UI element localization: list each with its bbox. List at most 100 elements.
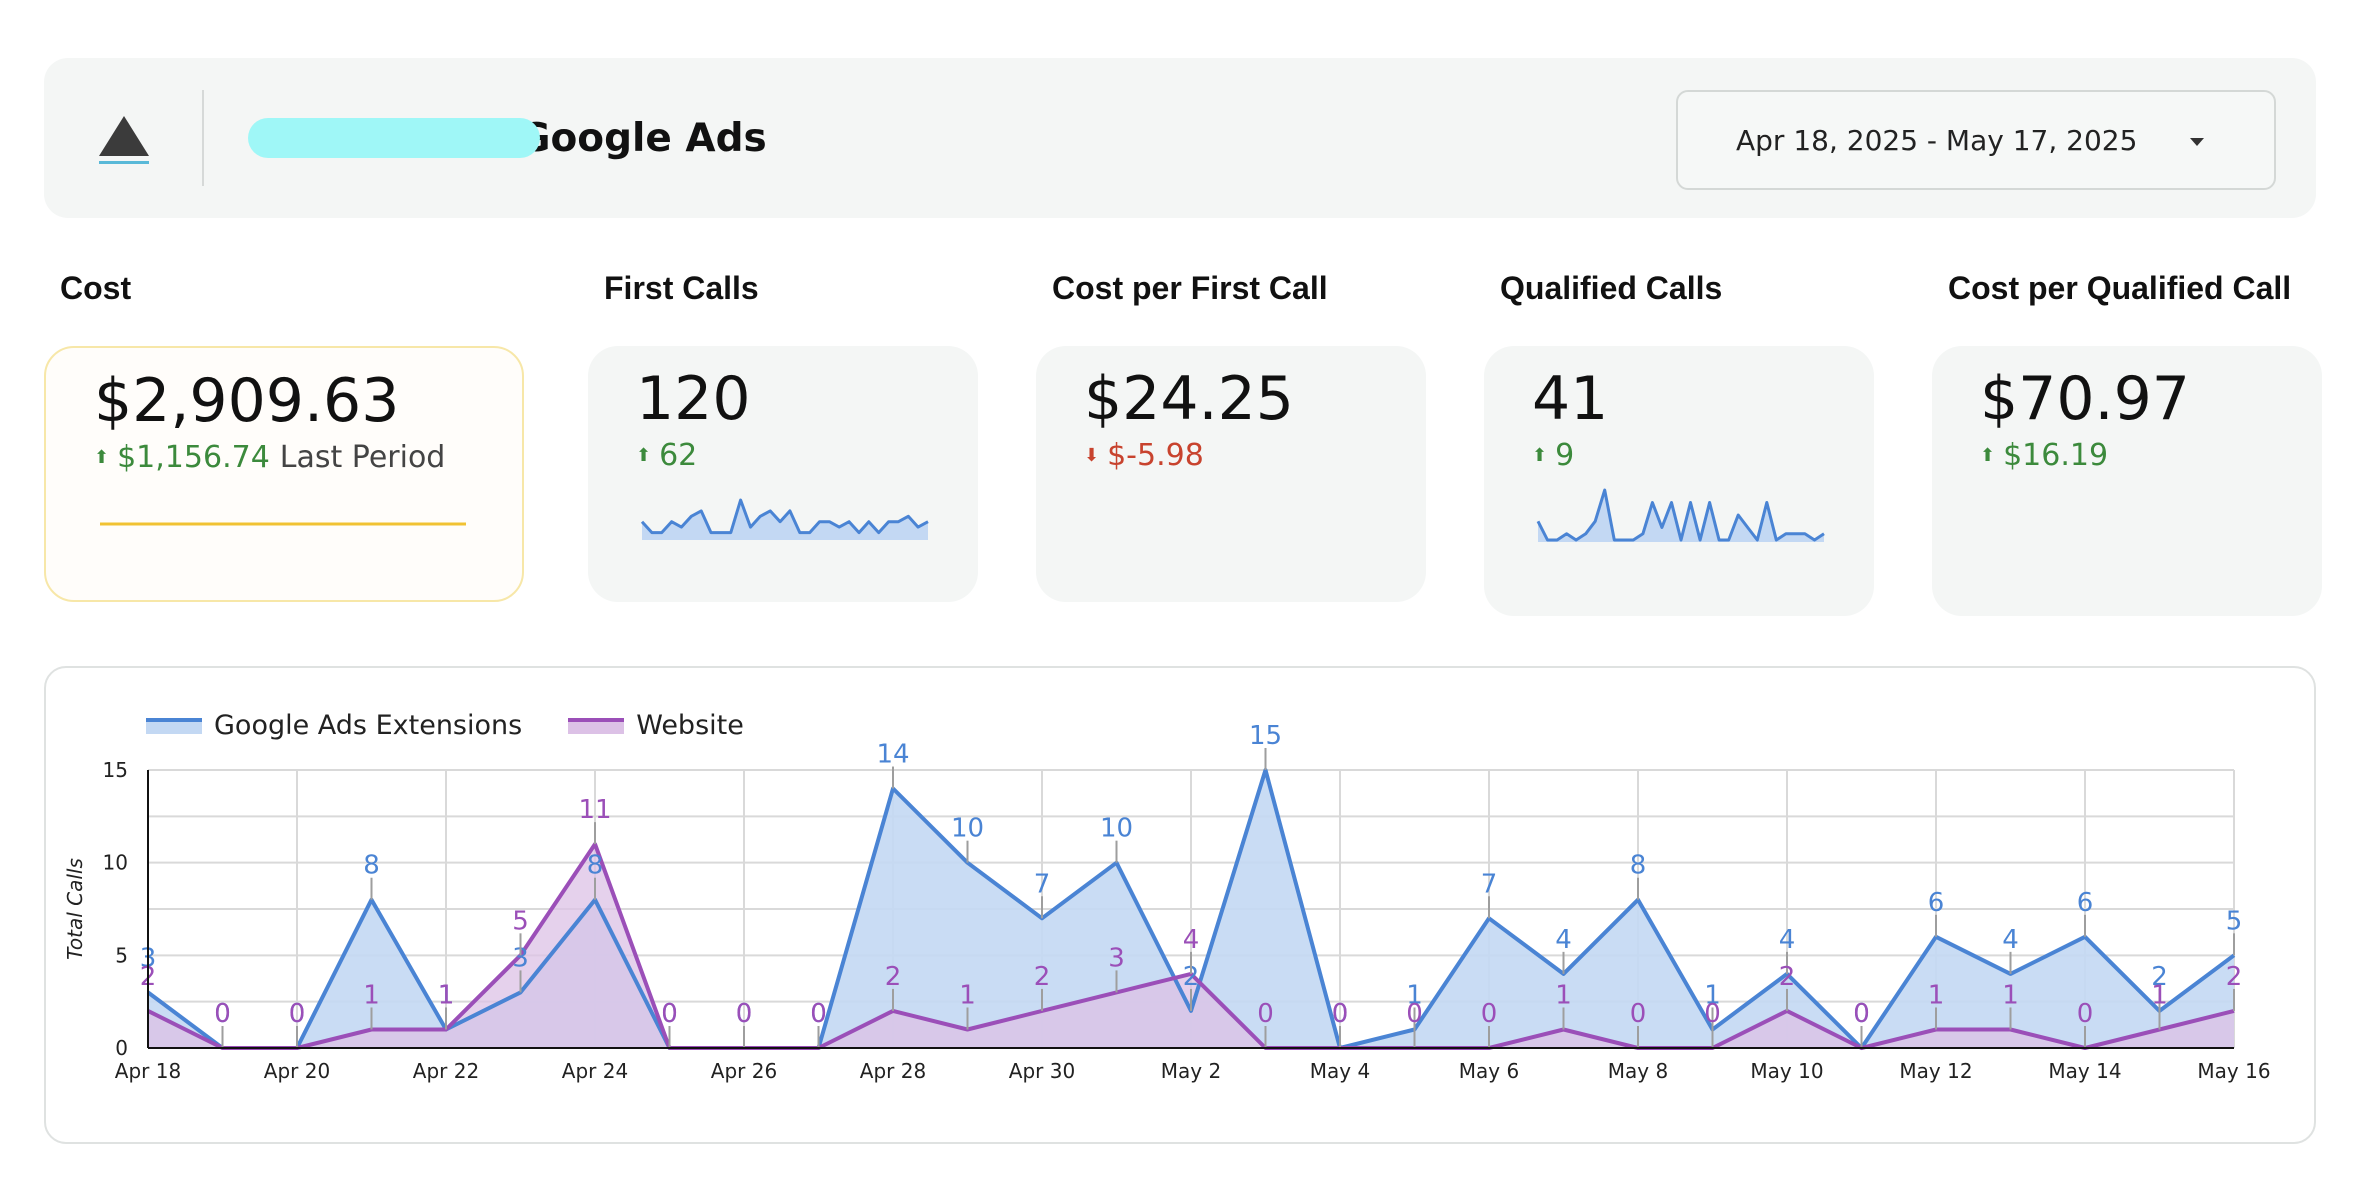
data-label: 3 xyxy=(1108,943,1125,973)
kpi-delta-first-calls: ⬆ 62 xyxy=(636,438,697,473)
data-label: 0 xyxy=(810,999,827,1029)
data-label: 1 xyxy=(2151,980,2168,1010)
x-tick-label: May 16 xyxy=(2197,1059,2270,1083)
data-label: 0 xyxy=(1853,999,1870,1029)
kpi-value-cost: $2,909.63 xyxy=(94,366,400,436)
data-label: 0 xyxy=(1332,999,1349,1029)
data-label: 0 xyxy=(1481,999,1498,1029)
data-label: 0 xyxy=(214,999,231,1029)
redacted-account-name xyxy=(248,118,540,158)
data-label: 1 xyxy=(363,980,380,1010)
data-label: 10 xyxy=(1100,814,1133,844)
data-label: 5 xyxy=(2226,906,2243,936)
kpi-label-qualified-calls: Qualified Calls xyxy=(1500,270,1723,306)
y-axis-label: Total Calls xyxy=(63,858,87,960)
data-label: 2 xyxy=(1183,962,1200,992)
kpi-delta-value: 62 xyxy=(659,438,698,473)
data-label: 5 xyxy=(512,906,529,936)
data-label: 4 xyxy=(1183,925,1200,955)
sparkline-first-calls xyxy=(640,498,929,540)
legend-swatch-blue xyxy=(146,717,202,734)
legend-item-google-ads-extensions[interactable]: Google Ads Extensions xyxy=(146,710,522,741)
calls-chart-card: Google Ads Extensions Website 3 0 0 8 1 3 8 0 0 0… xyxy=(44,666,2316,1144)
kpi-label-cost-per-first-call: Cost per First Call xyxy=(1052,270,1328,306)
data-label: 11 xyxy=(578,795,611,825)
kpi-delta-value: 9 xyxy=(1555,438,1575,473)
data-label: 2 xyxy=(2226,962,2243,992)
x-tick-label: Apr 20 xyxy=(264,1059,330,1083)
x-tick-label: Apr 26 xyxy=(711,1059,777,1083)
data-label: 1 xyxy=(1406,980,1423,1010)
x-tick-label: May 12 xyxy=(1899,1059,1972,1083)
sparkline-first-calls-area xyxy=(642,500,928,540)
y-tick-label: 0 xyxy=(115,1036,128,1060)
kpi-delta-cost: ⬆ $1,156.74 Last Period xyxy=(94,440,445,475)
data-label: 8 xyxy=(1630,851,1647,881)
data-label: 7 xyxy=(1034,869,1051,899)
kpi-delta-value: $1,156.74 xyxy=(117,440,270,475)
legend-item-website[interactable]: Website xyxy=(568,710,744,741)
arrow-up-icon: ⬆ xyxy=(94,447,110,468)
kpi-delta-cost-per-first-call: ⬇ $-5.98 xyxy=(1084,438,1204,473)
data-label: 7 xyxy=(1481,869,1498,899)
data-label: 14 xyxy=(876,740,909,770)
series-line-1 xyxy=(147,842,2235,1050)
kpi-value-cost-per-qualified-call: $70.97 xyxy=(1980,364,2190,434)
data-label: 0 xyxy=(736,999,753,1029)
series-area-0 xyxy=(148,770,2234,1048)
data-label: 0 xyxy=(1704,999,1721,1029)
kpi-card-qualified-calls[interactable]: 41 ⬆ 9 xyxy=(1484,346,1874,616)
arrow-up-icon: ⬆ xyxy=(636,445,652,466)
kpi-card-cost-per-first-call[interactable]: $24.25 ⬇ $-5.98 xyxy=(1036,346,1426,602)
x-tick-label: Apr 30 xyxy=(1009,1059,1075,1083)
kpi-label-cost-per-qualified-call: Cost per Qualified Call xyxy=(1948,270,2292,306)
data-label: 1 xyxy=(438,980,455,1010)
kpi-value-qualified-calls: 41 xyxy=(1532,364,1609,434)
data-label: 2 xyxy=(885,962,902,992)
data-label: 4 xyxy=(1555,925,1572,955)
data-label: 15 xyxy=(1249,721,1282,751)
x-tick-label: May 8 xyxy=(1608,1059,1668,1083)
data-label: 0 xyxy=(1406,999,1423,1029)
data-label: 3 xyxy=(512,943,529,973)
header-divider xyxy=(202,90,204,186)
kpi-label-first-calls: First Calls xyxy=(604,270,759,306)
dropdown-caret-icon xyxy=(2190,138,2204,146)
x-tick-label: Apr 18 xyxy=(115,1059,181,1083)
date-range-picker[interactable]: Apr 18, 2025 - May 17, 2025 xyxy=(1676,90,2276,190)
kpi-delta-cost-per-qualified-call: ⬆ $16.19 xyxy=(1980,438,2108,473)
data-label: 1 xyxy=(1928,980,1945,1010)
data-label: 0 xyxy=(736,999,753,1029)
kpi-card-cost[interactable]: $2,909.63 ⬆ $1,156.74 Last Period xyxy=(44,346,524,602)
data-label: 1 xyxy=(1555,980,1572,1010)
x-tick-label: May 10 xyxy=(1750,1059,1823,1083)
data-label: 1 xyxy=(2002,980,2019,1010)
kpi-card-first-calls[interactable]: 120 ⬆ 62 xyxy=(588,346,978,602)
dashboard-header: • Google Ads Apr 18, 2025 - May 17, 2025 xyxy=(44,58,2316,218)
data-label: 4 xyxy=(2002,925,2019,955)
data-label: 8 xyxy=(587,851,604,881)
data-label: 4 xyxy=(1779,925,1796,955)
kpi-label-cost: Cost xyxy=(60,270,132,306)
x-tick-label: May 2 xyxy=(1161,1059,1221,1083)
data-label: 1 xyxy=(959,980,976,1010)
sparkline-qualified-calls-line xyxy=(1536,488,1825,542)
legend-swatch-purple xyxy=(568,717,625,734)
kpi-delta-value: $-5.98 xyxy=(1107,438,1204,473)
y-tick-label: 5 xyxy=(115,943,128,967)
data-label: 1 xyxy=(438,980,455,1010)
data-label: 2 xyxy=(1034,962,1051,992)
report-title: • Google Ads xyxy=(248,110,767,166)
data-label: 0 xyxy=(1630,999,1647,1029)
data-label: 2 xyxy=(1779,962,1796,992)
data-label: 2 xyxy=(2151,962,2168,992)
legend-label: Website xyxy=(636,710,744,741)
y-tick-label: 15 xyxy=(103,758,128,782)
kpi-card-cost-per-qualified-call[interactable]: $70.97 ⬆ $16.19 xyxy=(1932,346,2322,616)
data-label: 0 xyxy=(2077,999,2094,1029)
kpi-value-cost-per-first-call: $24.25 xyxy=(1084,364,1294,434)
x-tick-label: May 4 xyxy=(1310,1059,1370,1083)
data-label: 8 xyxy=(363,851,380,881)
x-tick-label: Apr 24 xyxy=(562,1059,628,1083)
